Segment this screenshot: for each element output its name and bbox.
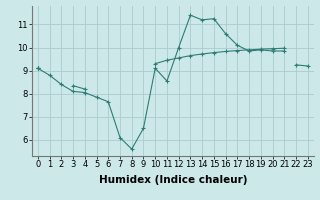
X-axis label: Humidex (Indice chaleur): Humidex (Indice chaleur)	[99, 175, 247, 185]
